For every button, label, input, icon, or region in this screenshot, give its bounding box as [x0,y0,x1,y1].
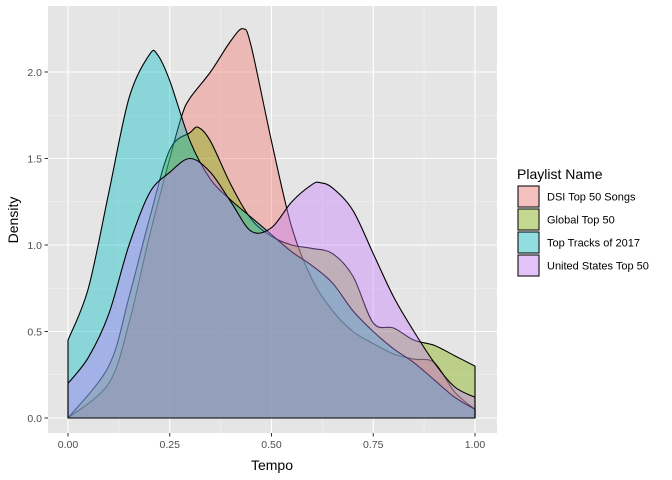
legend-label-united-states-top-50: United States Top 50 [547,261,649,273]
legend-key-bg [517,254,540,277]
legend-key-bg [517,231,540,254]
legend-title: Playlist Name [517,166,603,182]
minor-gridlines [48,6,497,433]
x-axis-title: Tempo [251,457,293,473]
density-area-global-top-50 [67,126,476,419]
legend-key-bg [517,208,540,231]
density-area-top-tracks-of-2017 [67,49,476,419]
x-axis: 0.00 0.25 0.50 0.75 1.00 [58,433,486,451]
y-axis-title: Density [5,197,21,244]
legend: Playlist Name DSI Top 50 Songs Global Top… [517,166,649,277]
y-axis: 0.0 0.5 1.0 1.5 2.0 [27,67,48,425]
legend-key-top-tracks-of-2017 [517,231,540,254]
legend-label-global-top-50: Global Top 50 [547,215,615,227]
y-tick-label: 1.0 [27,240,42,252]
density-area-united-states-top-50 [67,157,476,419]
legend-label-top-tracks-of-2017: Top Tracks of 2017 [547,238,640,250]
legend-label-dsi-top-50-songs: DSI Top 50 Songs [547,192,636,204]
x-tick-label: 1.00 [465,439,486,451]
legend-key-dsi-top-50-songs [517,185,540,208]
legend-key-united-states-top-50 [517,254,540,277]
x-tick-label: 0.75 [363,439,384,451]
x-tick-label: 0.50 [261,439,282,451]
density-area-dsi-top-50-songs [67,28,476,419]
density-series [67,28,476,419]
y-tick-label: 0.0 [27,413,42,425]
x-tick-label: 0.25 [160,439,181,451]
plot-panel [48,6,497,433]
y-tick-label: 1.5 [27,153,42,165]
x-tick-label: 0.00 [58,439,79,451]
legend-key-bg [517,185,540,208]
legend-key-global-top-50 [517,208,540,231]
y-tick-label: 0.5 [27,326,42,338]
y-tick-label: 2.0 [27,67,42,79]
